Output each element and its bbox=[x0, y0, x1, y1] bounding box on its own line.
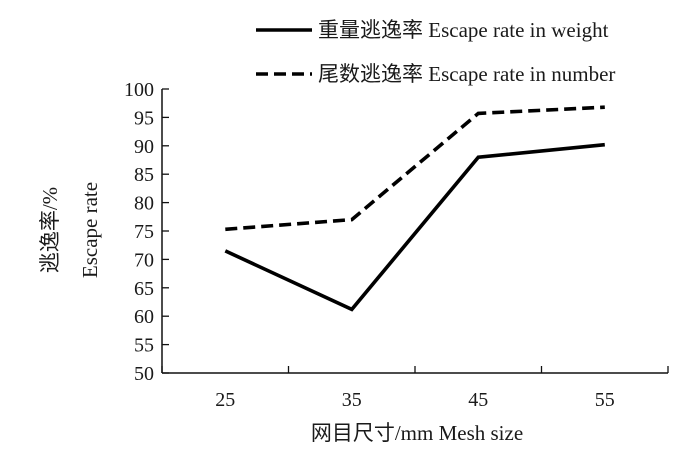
legend: 重量逃逸率 Escape rate in weight 尾数逃逸率 Escape … bbox=[256, 18, 615, 86]
series-line-1 bbox=[224, 142, 605, 312]
y-tick-label: 95 bbox=[134, 107, 154, 129]
axes: 50 55 60 65 70 75 80 85 90 95 100 25 35 45 55 bbox=[124, 79, 669, 411]
x-tick-label: 45 bbox=[468, 389, 488, 411]
y-axis-title-english: Escape rate bbox=[78, 182, 102, 278]
y-tick-label: 80 bbox=[134, 193, 154, 215]
x-tick-label: 35 bbox=[342, 389, 362, 411]
y-tick-label: 75 bbox=[134, 221, 154, 243]
y-tick-label: 100 bbox=[124, 79, 154, 101]
y-tick-label: 85 bbox=[134, 164, 154, 186]
y-tick-label: 50 bbox=[134, 363, 154, 385]
series-line-2 bbox=[225, 105, 605, 232]
y-axis-title-chinese: 逃逸率/% bbox=[38, 187, 62, 273]
x-tick-label: 55 bbox=[595, 389, 615, 411]
series-layer bbox=[224, 105, 605, 312]
axis-titles: 网目尺寸/mm Mesh size 逃逸率/% Escape rate bbox=[38, 182, 523, 445]
x-axis-title: 网目尺寸/mm Mesh size bbox=[311, 421, 523, 445]
y-tick-label: 55 bbox=[134, 335, 154, 357]
y-tick-label: 90 bbox=[134, 136, 154, 158]
y-tick-label: 60 bbox=[134, 306, 154, 328]
x-tick-label: 25 bbox=[215, 389, 235, 411]
y-tick-label: 70 bbox=[134, 249, 154, 271]
y-tick-label: 65 bbox=[134, 278, 154, 300]
legend-label-1: 重量逃逸率 Escape rate in weight bbox=[318, 18, 609, 42]
legend-label-2: 尾数逃逸率 Escape rate in number bbox=[318, 62, 615, 86]
